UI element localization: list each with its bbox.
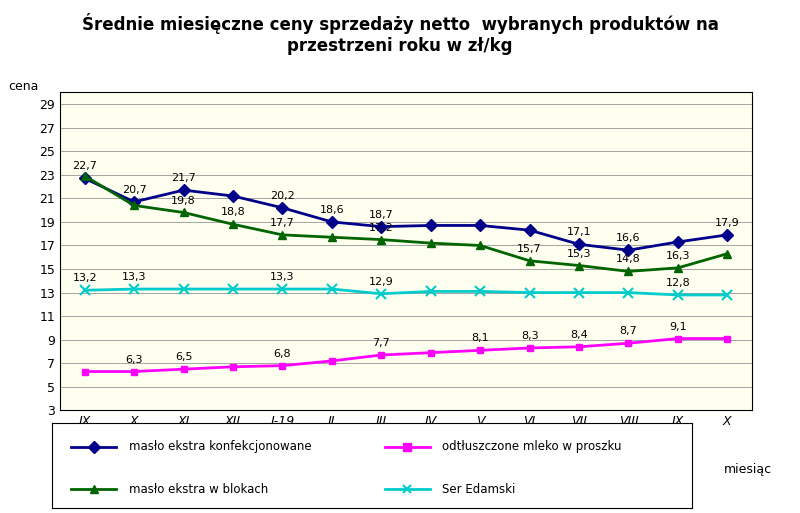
Text: 21,7: 21,7 <box>171 173 196 183</box>
Text: 8,1: 8,1 <box>471 333 489 343</box>
Text: 9,1: 9,1 <box>669 322 686 331</box>
Text: 22,7: 22,7 <box>72 162 97 171</box>
Text: 6,3: 6,3 <box>126 354 143 365</box>
Text: 8,4: 8,4 <box>570 330 588 340</box>
Text: 12,8: 12,8 <box>666 278 690 288</box>
Text: 6,5: 6,5 <box>175 352 192 362</box>
Text: 16,6: 16,6 <box>616 233 641 243</box>
Text: odtłuszczone mleko w proszku: odtłuszczone mleko w proszku <box>442 441 622 453</box>
Text: 13,3: 13,3 <box>270 272 294 282</box>
Text: 18,7: 18,7 <box>369 210 394 220</box>
Text: 17,7: 17,7 <box>270 218 295 228</box>
Text: 20,2: 20,2 <box>270 191 295 201</box>
Text: 6,8: 6,8 <box>274 349 291 359</box>
Text: 20,7: 20,7 <box>122 185 146 195</box>
Text: 18,8: 18,8 <box>221 207 246 218</box>
Text: masło ekstra konfekcjonowane: masło ekstra konfekcjonowane <box>129 441 311 453</box>
Text: cena: cena <box>8 80 38 92</box>
Text: 12,9: 12,9 <box>369 277 394 287</box>
Text: 17,2: 17,2 <box>369 223 394 233</box>
Text: 13,2: 13,2 <box>73 273 97 283</box>
Text: Średnie miesięczne ceny sprzedaży netto  wybranych produktów na
przestrzeni roku: Średnie miesięczne ceny sprzedaży netto … <box>82 13 718 54</box>
Text: miesiąc: miesiąc <box>724 463 772 476</box>
Text: masło ekstra w blokach: masło ekstra w blokach <box>129 483 268 496</box>
Text: 7,7: 7,7 <box>373 338 390 348</box>
Text: 13,3: 13,3 <box>122 272 146 282</box>
Text: 17,1: 17,1 <box>566 227 591 238</box>
Text: 14,8: 14,8 <box>616 254 641 265</box>
Text: Ser Edamski: Ser Edamski <box>442 483 516 496</box>
Text: 19,8: 19,8 <box>171 195 196 206</box>
Text: 15,7: 15,7 <box>518 244 542 254</box>
Text: 15,3: 15,3 <box>566 249 591 259</box>
Text: 8,7: 8,7 <box>619 326 638 337</box>
Text: 17,9: 17,9 <box>715 218 740 228</box>
Text: 16,3: 16,3 <box>666 251 690 261</box>
Text: 8,3: 8,3 <box>521 331 538 341</box>
Text: 18,6: 18,6 <box>319 205 344 215</box>
